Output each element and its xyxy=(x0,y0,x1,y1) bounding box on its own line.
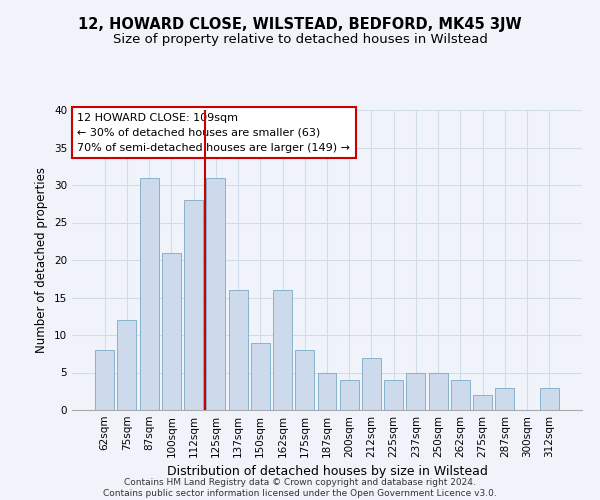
Text: Contains HM Land Registry data © Crown copyright and database right 2024.
Contai: Contains HM Land Registry data © Crown c… xyxy=(103,478,497,498)
Bar xyxy=(340,380,359,410)
Bar xyxy=(229,290,248,410)
Bar xyxy=(251,342,270,410)
Bar xyxy=(206,178,225,410)
Bar xyxy=(140,178,158,410)
Bar xyxy=(429,372,448,410)
Bar xyxy=(295,350,314,410)
Bar xyxy=(473,395,492,410)
Y-axis label: Number of detached properties: Number of detached properties xyxy=(35,167,49,353)
Text: 12, HOWARD CLOSE, WILSTEAD, BEDFORD, MK45 3JW: 12, HOWARD CLOSE, WILSTEAD, BEDFORD, MK4… xyxy=(78,18,522,32)
Text: Size of property relative to detached houses in Wilstead: Size of property relative to detached ho… xyxy=(113,32,487,46)
Bar xyxy=(362,358,381,410)
X-axis label: Distribution of detached houses by size in Wilstead: Distribution of detached houses by size … xyxy=(167,466,487,478)
Text: 12 HOWARD CLOSE: 109sqm
← 30% of detached houses are smaller (63)
70% of semi-de: 12 HOWARD CLOSE: 109sqm ← 30% of detache… xyxy=(77,113,350,152)
Bar xyxy=(540,388,559,410)
Bar xyxy=(317,372,337,410)
Bar xyxy=(95,350,114,410)
Bar xyxy=(118,320,136,410)
Bar xyxy=(406,372,425,410)
Bar xyxy=(451,380,470,410)
Bar xyxy=(496,388,514,410)
Bar xyxy=(384,380,403,410)
Bar xyxy=(273,290,292,410)
Bar xyxy=(184,200,203,410)
Bar xyxy=(162,252,181,410)
